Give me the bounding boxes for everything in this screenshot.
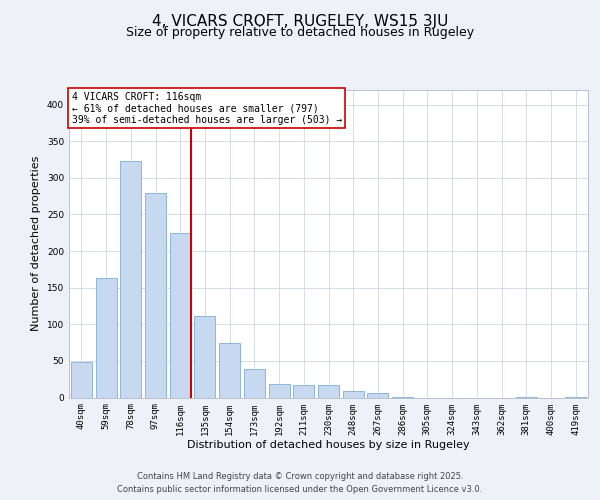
Y-axis label: Number of detached properties: Number of detached properties	[31, 156, 41, 332]
Bar	[71, 362, 92, 398]
Bar	[244, 369, 265, 398]
Text: Size of property relative to detached houses in Rugeley: Size of property relative to detached ho…	[126, 26, 474, 39]
Bar	[269, 384, 290, 398]
Bar	[392, 397, 413, 398]
Bar	[145, 193, 166, 398]
Text: Contains public sector information licensed under the Open Government Licence v3: Contains public sector information licen…	[118, 485, 482, 494]
Bar	[219, 342, 240, 398]
Text: Contains HM Land Registry data © Crown copyright and database right 2025.: Contains HM Land Registry data © Crown c…	[137, 472, 463, 481]
Bar	[367, 393, 388, 398]
Bar	[194, 316, 215, 398]
Bar	[516, 397, 537, 398]
Text: 4, VICARS CROFT, RUGELEY, WS15 3JU: 4, VICARS CROFT, RUGELEY, WS15 3JU	[152, 14, 448, 29]
Bar	[95, 278, 116, 398]
X-axis label: Distribution of detached houses by size in Rugeley: Distribution of detached houses by size …	[187, 440, 470, 450]
Bar	[293, 385, 314, 398]
Bar	[120, 161, 141, 398]
Bar	[318, 385, 339, 398]
Bar	[343, 391, 364, 398]
Text: 4 VICARS CROFT: 116sqm
← 61% of detached houses are smaller (797)
39% of semi-de: 4 VICARS CROFT: 116sqm ← 61% of detached…	[71, 92, 342, 124]
Bar	[170, 233, 191, 398]
Bar	[565, 397, 586, 398]
